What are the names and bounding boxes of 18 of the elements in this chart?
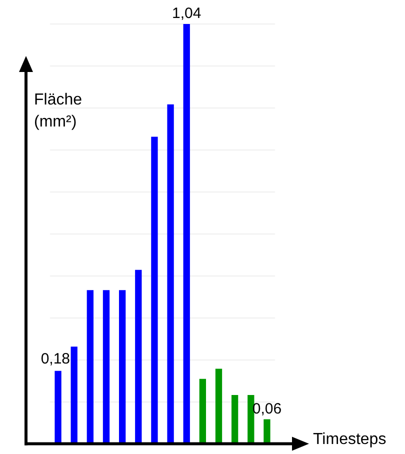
data-label: 0,18 bbox=[40, 350, 70, 368]
bar bbox=[264, 419, 270, 444]
y-axis-title: Fläche (mm²) bbox=[34, 91, 82, 130]
bar bbox=[183, 24, 190, 444]
bar bbox=[70, 346, 78, 444]
bar bbox=[215, 368, 222, 444]
data-label: 1,04 bbox=[172, 5, 202, 22]
bar bbox=[118, 290, 126, 444]
bar bbox=[231, 395, 238, 444]
bar bbox=[135, 270, 142, 444]
bar bbox=[54, 370, 62, 444]
x-axis-title: Timesteps bbox=[313, 431, 386, 448]
bar bbox=[102, 290, 110, 444]
bar bbox=[167, 104, 174, 444]
bar bbox=[151, 136, 158, 444]
bar bbox=[86, 290, 94, 444]
bar bbox=[199, 378, 206, 444]
bar bbox=[248, 395, 254, 444]
